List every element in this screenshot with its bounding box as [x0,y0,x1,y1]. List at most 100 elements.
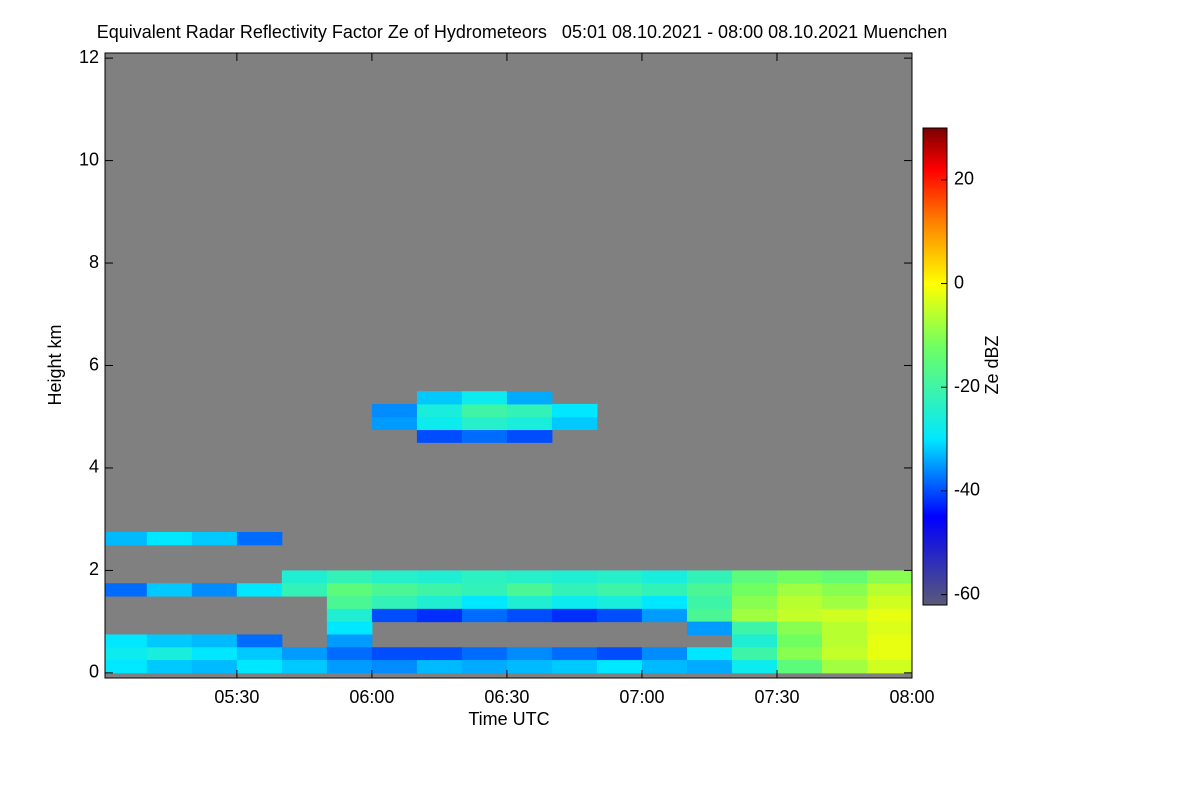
reflectivity-cell [105,647,148,661]
reflectivity-cell [326,647,373,661]
reflectivity-cell [506,583,553,597]
reflectivity-cell [461,570,508,584]
reflectivity-cell [326,660,373,674]
reflectivity-cell [506,596,553,610]
reflectivity-cell [821,660,868,674]
reflectivity-cell [371,647,418,661]
cells [105,391,912,674]
reflectivity-cell [461,596,508,610]
reflectivity-cell [146,531,193,546]
reflectivity-cell [371,660,418,674]
reflectivity-cell [236,634,283,648]
reflectivity-cell [596,660,643,674]
reflectivity-cell [776,634,823,648]
reflectivity-cell [596,596,643,610]
colorbar-label: Ze dBZ [982,335,1002,394]
x-tick-label: 06:30 [484,687,529,707]
reflectivity-cell [641,660,688,674]
reflectivity-cell [326,596,373,610]
reflectivity-cell [866,583,912,597]
colorbar-tick-label: -60 [954,583,980,603]
reflectivity-cell [506,429,553,443]
reflectivity-cell [866,596,912,610]
reflectivity-cell [641,647,688,661]
reflectivity-cell [596,570,643,584]
reflectivity-cell [506,660,553,674]
x-tick-label: 05:30 [214,687,259,707]
reflectivity-cell [776,608,823,623]
y-tick-label: 0 [89,662,99,682]
reflectivity-cell [506,391,553,405]
reflectivity-cell [371,608,418,623]
reflectivity-cell [326,570,373,584]
reflectivity-cell [191,583,238,597]
colorbar-tick-label: 20 [954,169,974,189]
reflectivity-cell [506,403,553,418]
reflectivity-cell [416,429,463,443]
reflectivity-cell [731,634,778,648]
reflectivity-cell [866,634,912,648]
reflectivity-cell [686,608,733,623]
reflectivity-cell [416,647,463,661]
y-tick-label: 10 [79,149,99,169]
reflectivity-cell [731,608,778,623]
colorbar-tick-label: 0 [954,272,964,292]
reflectivity-cell [776,647,823,661]
reflectivity-cell [821,596,868,610]
reflectivity-cell [461,583,508,597]
reflectivity-cell [731,596,778,610]
reflectivity-cell [281,660,328,674]
reflectivity-cell [461,416,508,431]
reflectivity-cell [236,647,283,661]
reflectivity-cell [551,647,598,661]
reflectivity-cell [506,608,553,623]
reflectivity-cell [506,570,553,584]
reflectivity-cell [506,416,553,431]
reflectivity-cell [281,583,328,597]
reflectivity-cell [326,634,373,648]
colorbar [922,127,948,606]
reflectivity-cell [236,531,283,546]
reflectivity-cell [776,570,823,584]
y-tick-label: 4 [89,457,99,477]
reflectivity-cell [866,608,912,623]
chart-title: Equivalent Radar Reflectivity Factor Ze … [97,22,948,42]
reflectivity-cell [371,403,418,418]
reflectivity-cell [371,596,418,610]
reflectivity-cell [821,608,868,623]
reflectivity-cell [416,391,463,405]
reflectivity-cell [686,583,733,597]
reflectivity-cell [686,621,733,635]
reflectivity-cell [236,660,283,674]
reflectivity-cell [596,647,643,661]
reflectivity-cell [416,608,463,623]
reflectivity-cell [105,531,148,546]
colorbar-tick-label: -20 [954,376,980,396]
reflectivity-cell [596,608,643,623]
reflectivity-cell [416,570,463,584]
reflectivity-cell [416,403,463,418]
reflectivity-cell [596,583,643,597]
reflectivity-cell [416,416,463,431]
y-tick-label: 6 [89,354,99,374]
reflectivity-cell [686,596,733,610]
y-tick-label: 12 [79,47,99,67]
reflectivity-cell [641,583,688,597]
reflectivity-cell [866,660,912,674]
reflectivity-cell [281,570,328,584]
y-axis-label: Height km [45,324,65,405]
reflectivity-cell [326,583,373,597]
reflectivity-cell [641,608,688,623]
reflectivity-cell [191,531,238,546]
reflectivity-cell [326,608,373,623]
reflectivity-cell [641,570,688,584]
reflectivity-cell [461,391,508,405]
reflectivity-cell [551,660,598,674]
reflectivity-cell [461,647,508,661]
x-tick-label: 07:30 [754,687,799,707]
reflectivity-cell [105,660,148,674]
reflectivity-cell [371,416,418,431]
reflectivity-cell [686,660,733,674]
reflectivity-cell [371,570,418,584]
